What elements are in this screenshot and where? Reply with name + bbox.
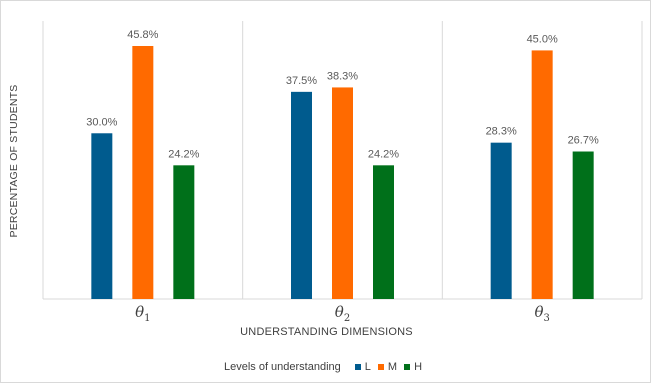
x-tick-label-1: θ1 — [135, 303, 150, 324]
legend-label-h: H — [414, 361, 423, 373]
bar-h-1 — [173, 165, 195, 299]
bar-l-2 — [291, 91, 312, 300]
data-label-h-2: 24.2% — [368, 148, 399, 160]
data-label-l-3: 28.3% — [486, 126, 517, 138]
data-label-l-1: 30.0% — [86, 116, 117, 128]
legend-item-l: L — [354, 361, 371, 373]
legend-label-l: L — [364, 361, 371, 373]
legend: Levels of understanding L M H — [1, 361, 651, 373]
data-label-h-3: 26.7% — [568, 135, 599, 147]
legend-item-m: M — [377, 361, 398, 373]
data-label-m-3: 45.0% — [527, 33, 558, 45]
x-tick-subscript-3: 3 — [543, 313, 549, 324]
bar-m-3 — [531, 50, 553, 299]
x-tick-subscript-2: 2 — [344, 313, 350, 324]
legend-swatch-l — [354, 364, 361, 370]
bar-l-3 — [490, 142, 512, 299]
legend-item-h: H — [404, 361, 422, 373]
data-label-l-2: 37.5% — [286, 75, 317, 87]
legend-label-m: M — [387, 361, 398, 373]
data-label-m-1: 45.8% — [127, 29, 158, 41]
x-tick-subscript-1: 1 — [144, 313, 150, 324]
bar-h-2 — [373, 165, 394, 299]
x-axis-label: UNDERSTANDING DIMENSIONS — [240, 326, 413, 338]
data-label-m-2: 38.3% — [327, 70, 358, 82]
bar-m-2 — [332, 87, 353, 299]
bar-l-1 — [91, 133, 113, 299]
legend-swatch-m — [377, 364, 384, 370]
bar-h-3 — [572, 151, 594, 299]
legend-title: Levels of understanding — [223, 361, 341, 373]
data-label-h-1: 24.2% — [168, 148, 199, 160]
x-tick-label-2: θ2 — [335, 303, 350, 324]
legend-swatch-h — [404, 364, 411, 370]
y-axis-label: PERCENTAGE OF STUDENTS — [8, 84, 20, 238]
x-tick-label-3: θ3 — [534, 303, 549, 324]
bar-m-1 — [132, 46, 154, 299]
